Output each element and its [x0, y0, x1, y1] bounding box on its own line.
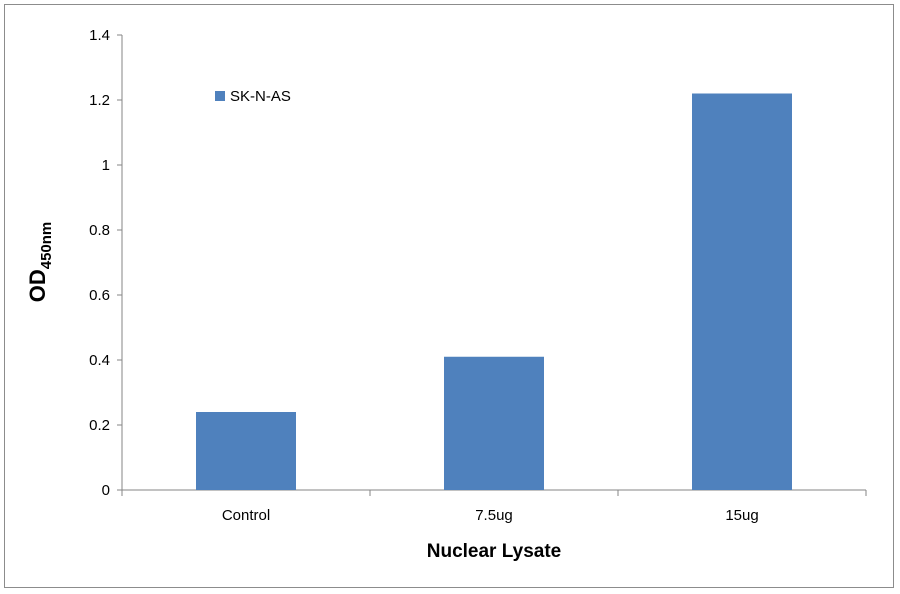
x-tick-label: Control [222, 507, 270, 524]
y-tick-label: 0 [102, 482, 110, 499]
y-tick-label: 1.4 [89, 27, 110, 44]
y-tick-label: 0.6 [89, 287, 110, 304]
y-tick-label: 1.2 [89, 92, 110, 109]
y-tick-label: 1 [102, 157, 110, 174]
x-tick-label: 7.5ug [475, 507, 513, 524]
x-axis-label: Nuclear Lysate [427, 541, 561, 562]
legend-swatch [215, 91, 225, 101]
y-tick-label: 0.2 [89, 417, 110, 434]
y-tick-label: 0.4 [89, 352, 110, 369]
legend: SK-N-AS [215, 88, 291, 105]
bar-7-5ug [444, 356, 544, 490]
bar-control [196, 412, 296, 490]
chart-frame [4, 4, 894, 588]
bar-15ug [692, 93, 792, 490]
y-axis-label: OD450nm [25, 222, 55, 303]
y-tick-label: 0.8 [89, 222, 110, 239]
legend-label: SK-N-AS [230, 88, 291, 105]
x-tick-label: 15ug [725, 507, 758, 524]
